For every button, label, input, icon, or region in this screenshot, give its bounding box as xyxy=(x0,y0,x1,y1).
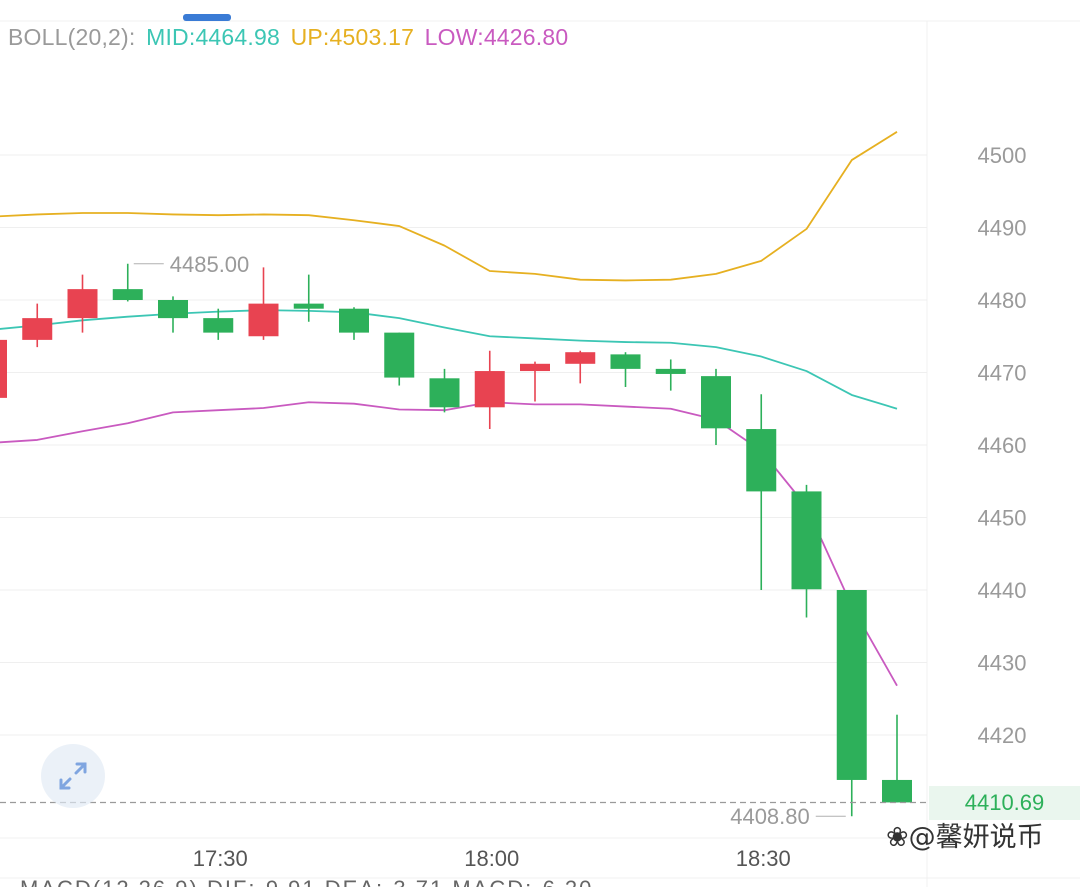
boll-low-value: LOW:4426.80 xyxy=(424,24,569,50)
candle-body xyxy=(836,590,867,780)
boll-up-value: UP:4503.17 xyxy=(290,24,415,50)
x-tick-label: 18:30 xyxy=(736,846,791,871)
candle-body xyxy=(520,363,550,372)
x-tick-label: 17:30 xyxy=(193,846,248,871)
candle-body xyxy=(791,491,822,590)
macd-legend-text: MACD(12,26,9) DIF:-9.91 DEA:-3.71 MACD:-… xyxy=(0,878,1080,887)
y-tick-label: 4480 xyxy=(978,288,1027,313)
expand-chart-button[interactable] xyxy=(41,744,105,808)
macd-indicator-legend-cut: MACD(12,26,9) DIF:-9.91 DEA:-3.71 MACD:-… xyxy=(0,878,1080,887)
boll-name: BOLL(20,2): xyxy=(8,24,136,50)
candle-body xyxy=(293,303,324,309)
watermark: ❀@馨妍说币 xyxy=(886,822,1044,853)
candle-body xyxy=(112,289,143,300)
y-tick-label: 4440 xyxy=(978,578,1027,603)
candle-body xyxy=(248,303,279,337)
candle-body xyxy=(746,429,777,492)
y-tick-label: 4430 xyxy=(978,651,1027,676)
candle-body xyxy=(158,300,188,319)
boll-indicator-legend: BOLL(20,2): MID:4464.98 UP:4503.17 LOW:4… xyxy=(8,24,572,51)
candle-body xyxy=(610,354,641,369)
candle-body xyxy=(22,318,53,340)
y-tick-label: 4450 xyxy=(978,506,1027,531)
boll-mid-line xyxy=(0,309,898,410)
boll-upper-band xyxy=(0,131,898,282)
y-tick-label: 4500 xyxy=(978,143,1027,168)
high-price-label: 4485.00 xyxy=(170,252,250,277)
candle-body xyxy=(67,289,98,319)
y-tick-label: 4490 xyxy=(978,216,1027,241)
candle-body xyxy=(474,371,505,408)
last-price-tag: 4410.69 xyxy=(929,786,1080,820)
candle-body xyxy=(882,779,912,803)
candle-body xyxy=(384,332,415,378)
candle-body xyxy=(701,376,731,429)
candle-body xyxy=(429,378,460,408)
y-tick-label: 4420 xyxy=(978,723,1027,748)
y-tick-label: 4470 xyxy=(978,361,1027,386)
candle-body xyxy=(203,318,234,333)
boll-mid-value: MID:4464.98 xyxy=(146,24,280,50)
candle-body xyxy=(339,308,369,333)
expand-icon xyxy=(59,762,87,790)
y-tick-label: 4460 xyxy=(978,433,1027,458)
x-tick-label: 18:00 xyxy=(464,846,519,871)
low-price-label: 4408.80 xyxy=(730,804,810,829)
active-tab-indicator xyxy=(183,14,231,21)
candle-body xyxy=(655,368,686,374)
candle-body xyxy=(565,352,596,364)
candle-body xyxy=(0,339,7,398)
